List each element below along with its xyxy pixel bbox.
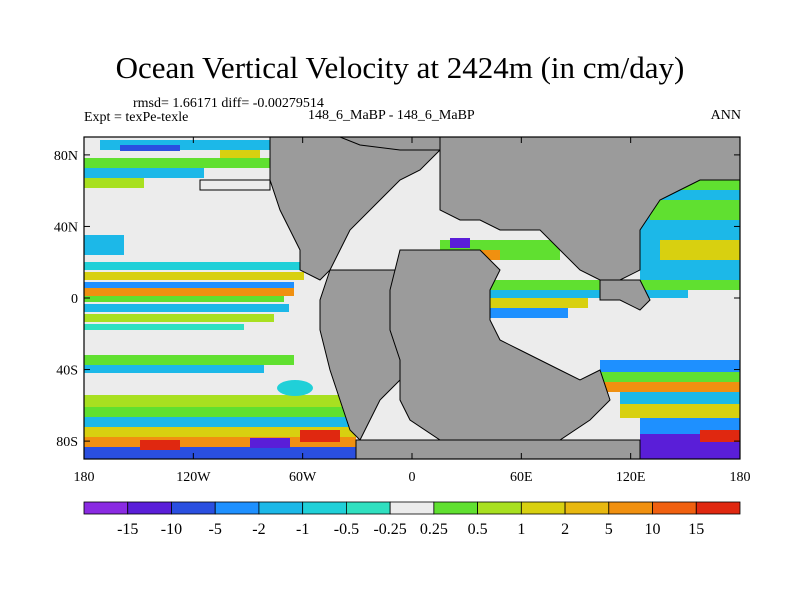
colorbar-label: -10: [161, 521, 182, 538]
tropical-band: [84, 304, 289, 312]
southern-band: [84, 395, 354, 407]
colorbar-label: 0.5: [468, 521, 488, 538]
colorbar-label: -0.25: [373, 521, 406, 538]
mediterranean-patch: [450, 238, 470, 248]
case-label: 148_6_MaBP - 148_6_MaBP: [308, 108, 475, 123]
colorbar-swatch: [652, 501, 697, 515]
x-tick-label: 60E: [510, 470, 533, 485]
colorbar-swatch: [83, 501, 129, 515]
southern-indian-band: [600, 382, 740, 392]
indian-band: [488, 308, 568, 318]
land-south-polar: [355, 439, 641, 459]
chart-title: Ocean Vertical Velocity at 2424m (in cm/…: [115, 50, 685, 85]
colorbar-swatch: [214, 501, 260, 515]
x-axis: 180 120W 60W 0 60E 120E 180: [74, 137, 751, 485]
y-tick-label: 0: [71, 292, 78, 307]
colorbar-label: -15: [117, 521, 138, 538]
land-africa: [389, 249, 611, 451]
colorbar-label: 5: [605, 521, 613, 538]
colorbar-swatch: [302, 501, 347, 515]
colorbar-swatch: [258, 501, 304, 515]
colorbar: -15 -10 -5 -2 -1 -0.5 -0.25 0.25 0.5 1 2 5 10 15: [83, 501, 741, 538]
southern-band: [140, 440, 180, 450]
arctic-band: [84, 178, 144, 188]
colorbar-label: 10: [645, 521, 661, 538]
southern-indian-band: [600, 360, 740, 372]
x-tick-label: 120E: [616, 470, 646, 485]
southern-band: [84, 407, 354, 417]
tropical-band: [84, 272, 304, 280]
southern-indian-band: [620, 404, 740, 418]
y-tick-label: 40S: [56, 364, 78, 379]
tropical-band: [84, 288, 294, 296]
colorbar-swatch: [564, 501, 610, 515]
colorbar-swatch: [695, 501, 741, 515]
arctic-band: [220, 150, 260, 158]
colorbar-label: -1: [296, 521, 309, 538]
tropical-band: [84, 296, 284, 302]
west-pacific-patch: [660, 240, 740, 260]
southern-band: [84, 427, 356, 437]
y-tick-label: 40N: [54, 220, 78, 235]
ocean-patch: [84, 235, 124, 255]
x-tick-label: 120W: [176, 470, 211, 485]
x-tick-label: 60W: [289, 470, 317, 485]
tropical-band: [84, 262, 304, 270]
west-pacific-patch: [650, 200, 740, 220]
tropical-band: [84, 282, 294, 288]
southern-band: [84, 447, 356, 459]
indian-band: [488, 290, 688, 298]
colorbar-label: 0.25: [420, 521, 448, 538]
colorbar-swatch: [520, 501, 566, 515]
southern-band: [84, 437, 356, 447]
x-tick-label: 180: [730, 470, 751, 485]
colorbar-swatch: [127, 501, 172, 515]
colorbar-label: 15: [688, 521, 704, 538]
colorbar-label: -5: [209, 521, 222, 538]
colorbar-label: 1: [517, 521, 525, 538]
southern-band: [250, 438, 290, 448]
southern-indian-band: [620, 392, 740, 404]
coastline: [199, 179, 271, 191]
colorbar-swatch: [389, 501, 435, 515]
map-plot-area: [84, 137, 740, 459]
southern-indian-band: [600, 372, 740, 382]
arctic-band: [84, 158, 274, 168]
colorbar-label: 2: [561, 521, 569, 538]
indian-band: [488, 298, 588, 308]
tropical-band: [84, 314, 274, 322]
colorbar-swatch: [171, 501, 216, 515]
arctic-band: [120, 145, 180, 151]
colorbar-label: -0.5: [334, 521, 359, 538]
land-southeast-asia: [599, 279, 651, 311]
stats-label: rmsd= 1.66171 diff= -0.00279514: [133, 96, 324, 111]
southern-indian-band: [700, 430, 740, 442]
colorbar-label: -2: [252, 521, 265, 538]
tropical-band: [84, 324, 244, 330]
colorbar-swatch: [345, 501, 391, 515]
southern-band: [84, 365, 264, 373]
y-axis: 80N 40N 0 40S 80S: [54, 149, 740, 450]
southern-band: [84, 355, 294, 365]
southern-band: [300, 430, 340, 442]
y-tick-label: 80N: [54, 149, 78, 164]
arctic-band: [100, 140, 330, 150]
season-label: ANN: [710, 108, 741, 123]
colorbar-swatch: [477, 501, 522, 515]
x-tick-label: 180: [74, 470, 95, 485]
experiment-label: Expt = texPe-texle: [84, 110, 189, 125]
southern-band: [84, 417, 356, 427]
colorbar-swatch: [608, 501, 653, 515]
colorbar-swatch: [433, 501, 479, 515]
ocean-patch: [277, 380, 313, 396]
arctic-band: [84, 168, 204, 178]
land-north-america: [269, 137, 441, 281]
x-tick-label: 0: [409, 470, 416, 485]
y-tick-label: 80S: [56, 435, 78, 450]
